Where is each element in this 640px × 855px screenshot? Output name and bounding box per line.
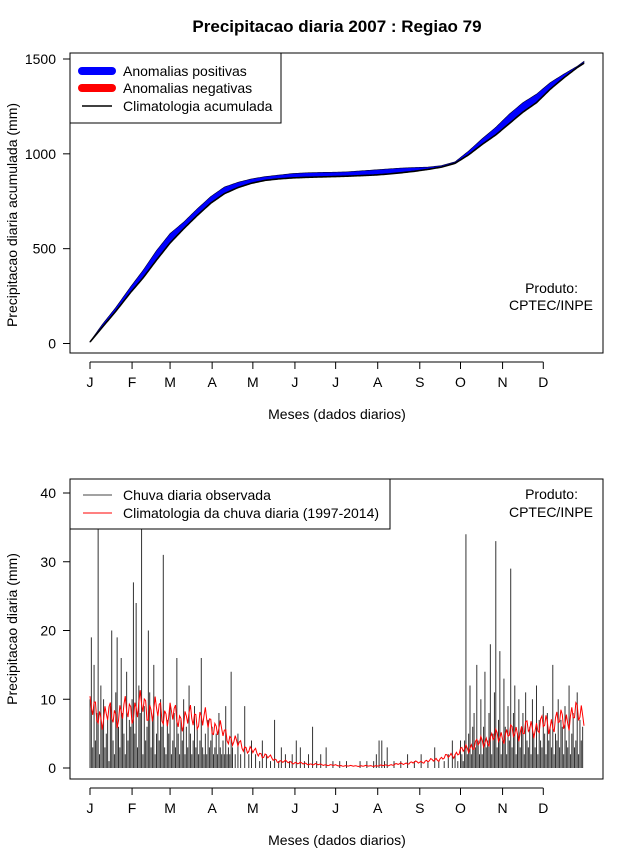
- bottom-x-tick-label: A: [207, 800, 217, 816]
- top-legend: Anomalias positivas Anomalias negativas …: [69, 52, 282, 124]
- accumulated-panel: 0 500 1000 1500 J F M A M J J A S O N D Meses (dados d…: [4, 51, 604, 422]
- top-x-tick-label: A: [207, 374, 217, 390]
- bottom-x-tick-label: N: [498, 800, 508, 816]
- top-x-tick-label: N: [498, 374, 508, 390]
- top-x-tick-label: A: [373, 374, 383, 390]
- bottom-x-tick-label: S: [415, 800, 424, 816]
- top-y-tick-label: 1500: [25, 51, 56, 67]
- bottom-x-tick-label: F: [128, 800, 137, 816]
- bottom-legend-box: [69, 478, 391, 530]
- daily-climatology-line: [89, 690, 585, 768]
- bottom-y-tick-label: 0: [48, 760, 56, 776]
- top-y-tick-label: 0: [48, 336, 56, 352]
- top-y-axis: 0 500 1000 1500: [25, 51, 71, 352]
- top-annotation-line2: CPTEC/INPE: [509, 297, 593, 313]
- legend-label-observed: Chuva diaria observada: [123, 487, 271, 503]
- bottom-x-tick-label: M: [164, 800, 176, 816]
- bottom-y-tick-label: 20: [40, 623, 56, 639]
- legend-label-negative: Anomalias negativas: [123, 80, 252, 96]
- bottom-y-tick-label: 10: [40, 691, 56, 707]
- legend-label-climatology: Climatologia acumulada: [123, 98, 273, 114]
- top-x-tick-label: D: [538, 374, 548, 390]
- chart-title: Precipitacao diaria 2007 : Regiao 79: [192, 17, 481, 36]
- bottom-annotation-line2: CPTEC/INPE: [509, 504, 593, 520]
- top-x-tick-label: M: [164, 374, 176, 390]
- top-y-tick-label: 1000: [25, 146, 56, 162]
- bottom-y-tick-label: 40: [40, 485, 56, 501]
- bottom-x-tick-label: J: [332, 800, 339, 816]
- top-plot-marks: [89, 60, 585, 343]
- legend-label-positive: Anomalias positivas: [123, 63, 247, 79]
- bottom-x-tick-label: D: [538, 800, 548, 816]
- top-x-tick-label: J: [87, 374, 94, 390]
- bottom-x-axis-label: Meses (dados diarios): [268, 832, 406, 848]
- top-y-axis-label: Precipitacao diaria acumulada (mm): [4, 103, 20, 327]
- bottom-x-tick-label: O: [455, 800, 466, 816]
- top-y-tick-label: 500: [33, 241, 57, 257]
- climatology-accumulated-line: [89, 62, 585, 343]
- top-annotation-line1: Produto:: [525, 280, 578, 296]
- top-x-axis-label: Meses (dados diarios): [268, 406, 406, 422]
- bottom-annotation-line1: Produto:: [525, 486, 578, 502]
- bottom-legend: Chuva diaria observada Climatologia da c…: [69, 478, 391, 530]
- bottom-y-axis: 0 10 20 30 40: [40, 485, 71, 776]
- bottom-plot-marks: [89, 527, 585, 768]
- bottom-x-tick-label: J: [87, 800, 94, 816]
- bottom-x-tick-label: A: [373, 800, 383, 816]
- top-x-tick-label: O: [455, 374, 466, 390]
- top-x-tick-label: F: [128, 374, 137, 390]
- bottom-x-tick-label: M: [247, 800, 259, 816]
- top-x-tick-label: J: [332, 374, 339, 390]
- top-x-tick-label: M: [247, 374, 259, 390]
- bottom-y-tick-label: 30: [40, 554, 56, 570]
- legend-label-daily-climatology: Climatologia da chuva diaria (1997-2014): [123, 505, 379, 521]
- top-x-tick-label: S: [415, 374, 424, 390]
- bottom-x-tick-label: J: [291, 800, 298, 816]
- bottom-y-axis-label: Precipitacao diaria (mm): [4, 553, 20, 705]
- daily-panel: 0 10 20 30 40 J F M A M J J A S O N D Meses (dados diar…: [4, 478, 604, 848]
- top-x-tick-label: J: [291, 374, 298, 390]
